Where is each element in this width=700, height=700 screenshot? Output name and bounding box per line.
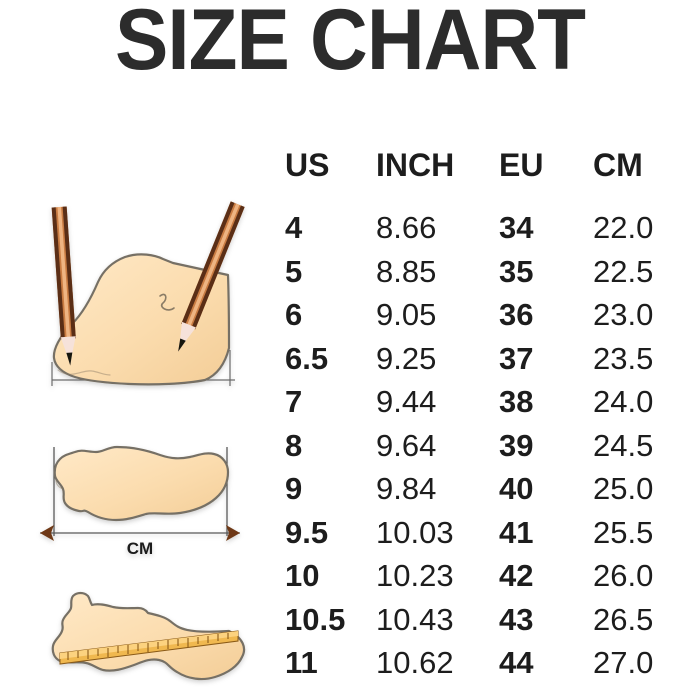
svg-text:CM: CM (127, 539, 153, 558)
